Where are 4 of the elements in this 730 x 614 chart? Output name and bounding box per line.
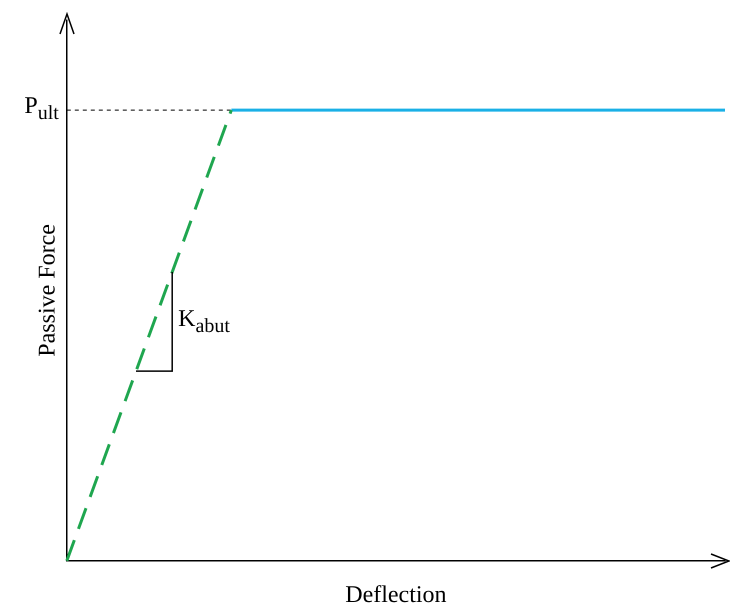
ref-line-label: P$_{ult}$ (24, 93, 59, 125)
x-axis-title: Deflection (345, 582, 447, 608)
y-axis-title: Passive Force (34, 224, 61, 357)
annotation: K$_{abut}$ (178, 306, 230, 338)
